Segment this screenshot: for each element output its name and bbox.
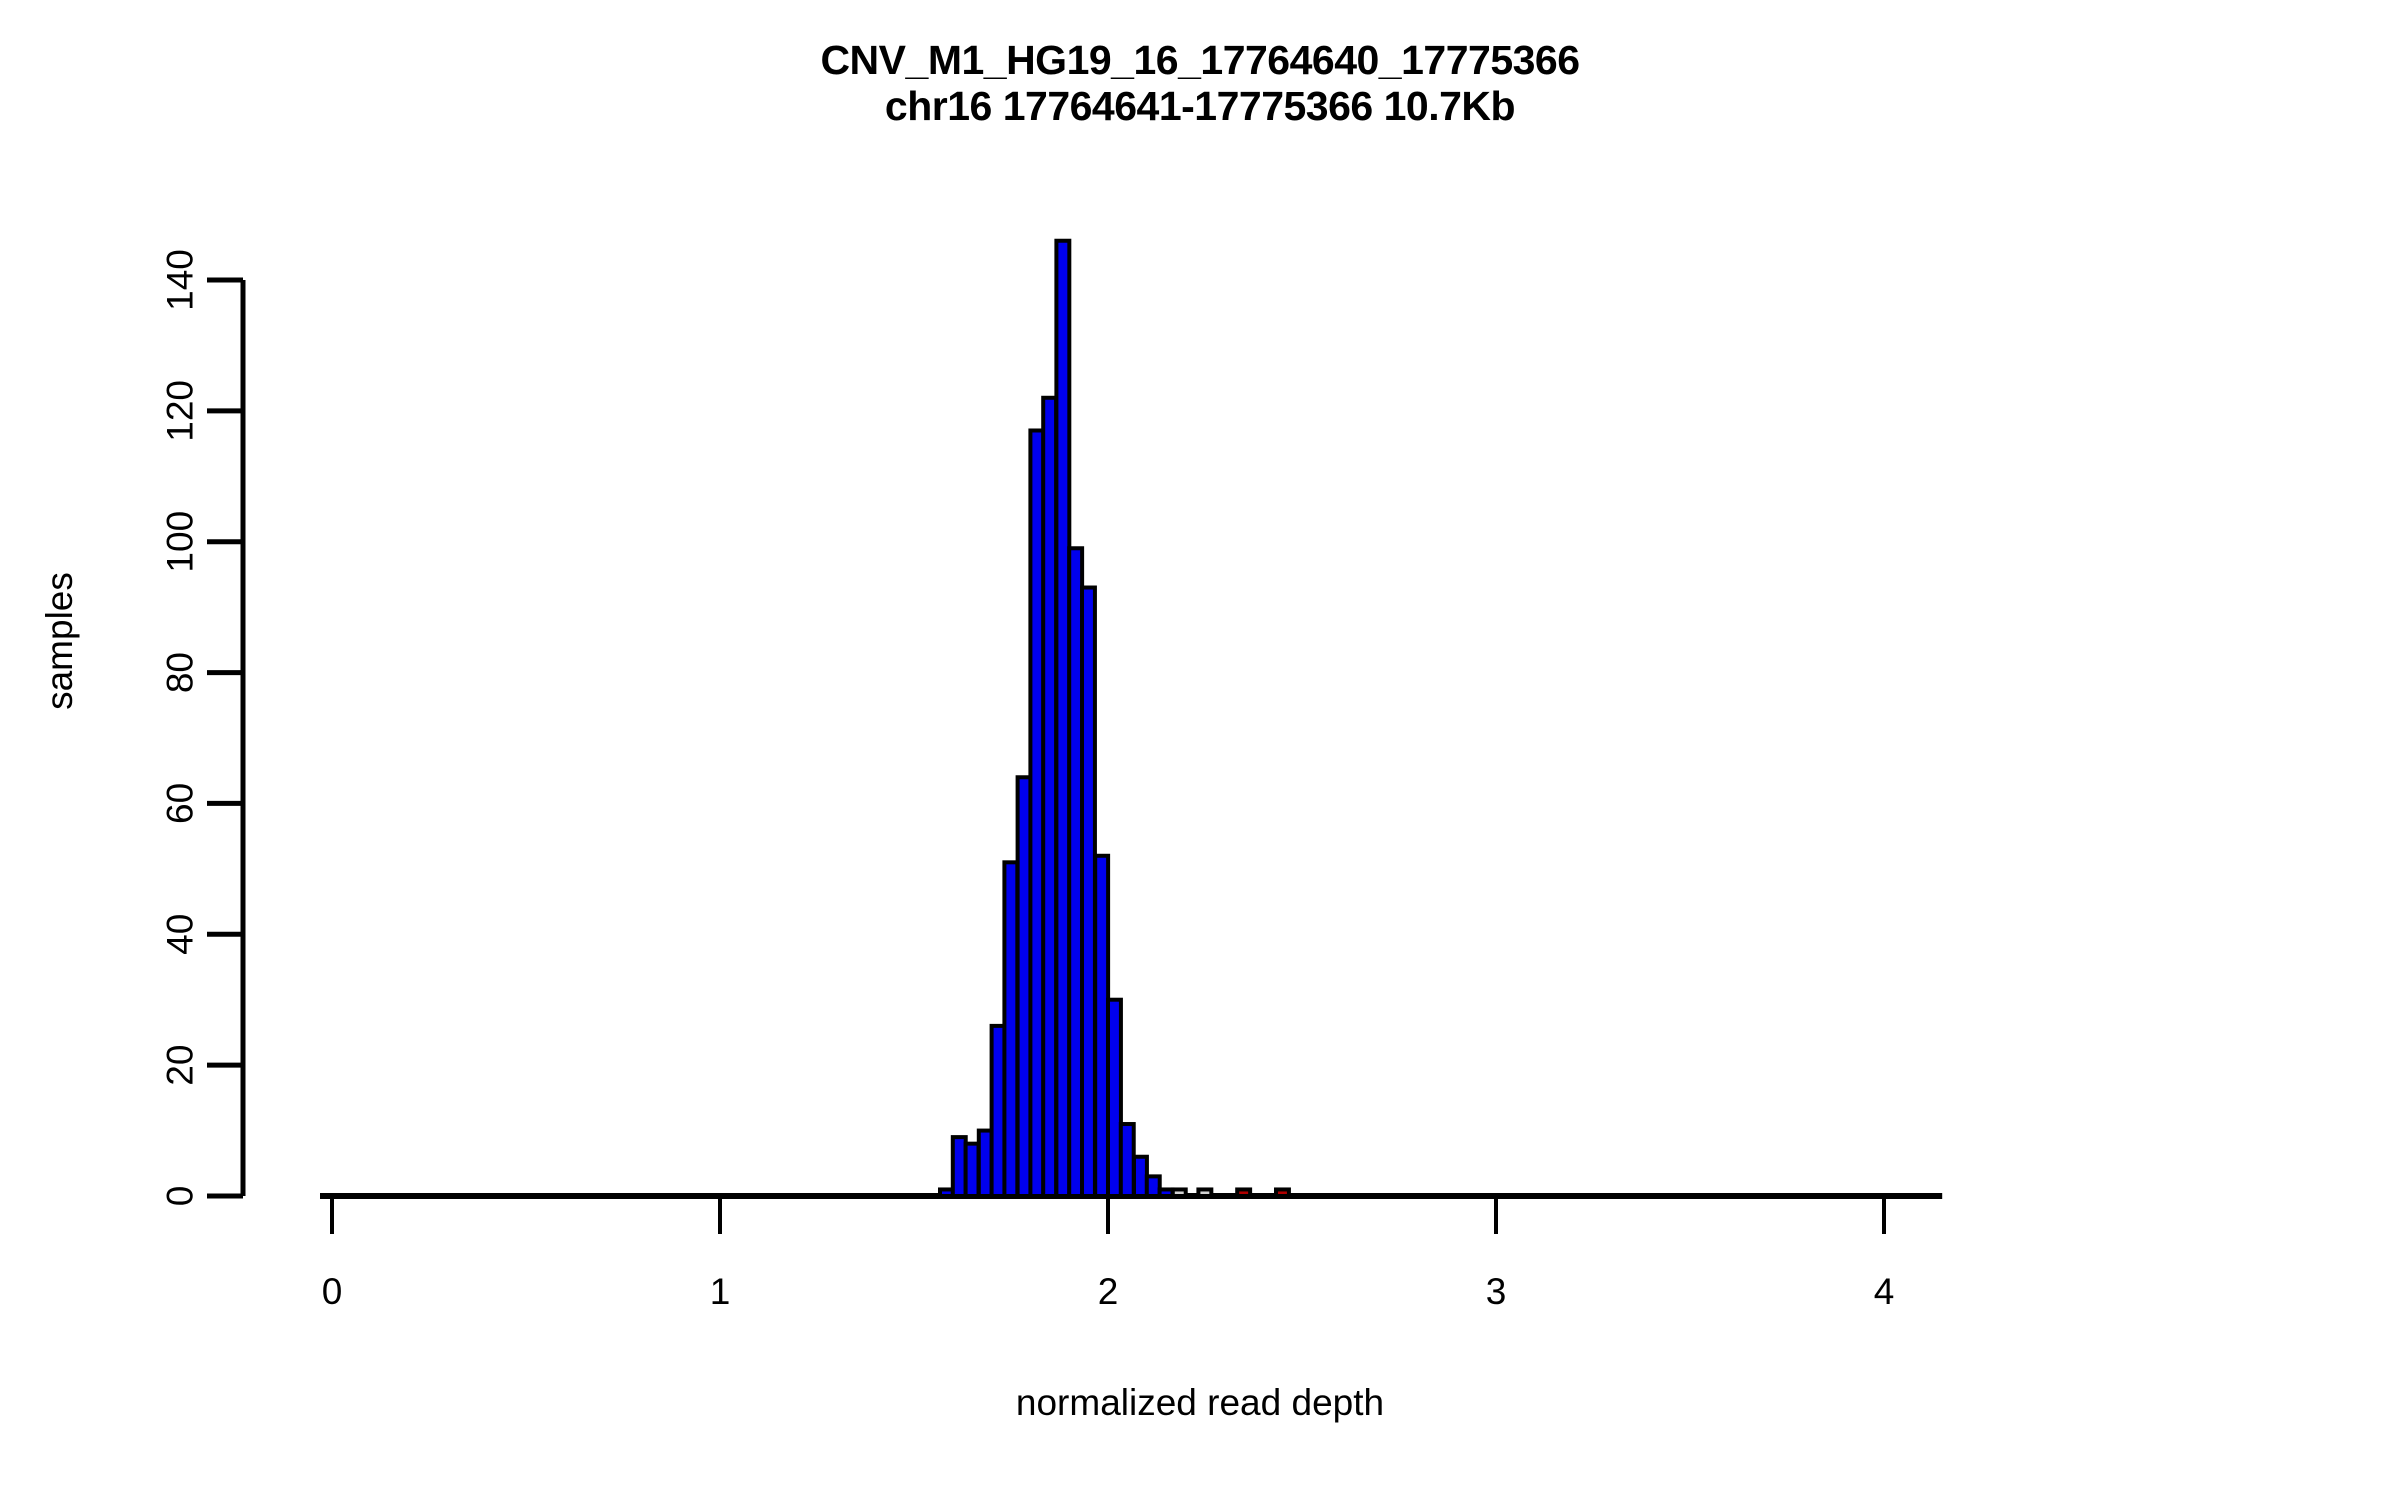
histogram-bar (1080, 585, 1097, 1198)
y-tick-label: 100 (160, 511, 201, 573)
histogram-bar (1118, 1122, 1136, 1198)
x-axis: 0 1 2 3 4 (320, 1193, 1943, 1312)
histogram-bar (1144, 1174, 1162, 1199)
x-tick-label: 1 (710, 1271, 731, 1312)
x-tick-label: 4 (1874, 1271, 1895, 1312)
y-tick-label: 80 (160, 652, 201, 693)
histogram-bar (1002, 860, 1020, 1198)
x-axis-label: normalized read depth (1015, 1382, 1385, 1423)
chart-title: CNV_M1_HG19_16_17764640_17775366 (820, 37, 1580, 83)
histogram-bar (1196, 1187, 1214, 1199)
histogram-bar (1041, 395, 1059, 1198)
y-tick-label: 140 (160, 249, 201, 311)
x-tick-label: 0 (322, 1271, 343, 1312)
y-tick-label: 40 (160, 914, 201, 955)
histogram-bar (1157, 1187, 1175, 1199)
histogram-bar (1106, 997, 1123, 1199)
histogram-bar (1274, 1187, 1291, 1199)
y-tick-label: 20 (160, 1045, 201, 1086)
histogram-bars (937, 238, 1291, 1199)
y-tick-label: 120 (160, 380, 201, 442)
x-tick-label: 3 (1486, 1271, 1507, 1312)
y-tick-label: 0 (160, 1186, 201, 1207)
histogram-bar (963, 1141, 981, 1198)
x-tick-label: 2 (1098, 1271, 1119, 1312)
histogram-bar (1170, 1187, 1188, 1199)
histogram-bar (1235, 1187, 1253, 1199)
chart-title-block: CNV_M1_HG19_16_17764640_17775366 chr16 1… (0, 37, 2400, 130)
chart-subtitle: chr16 17764641-17775366 10.7Kb (884, 82, 1516, 129)
y-axis: 0 20 40 60 80 100 120 140 (160, 249, 246, 1207)
y-tick-label: 60 (160, 783, 201, 824)
